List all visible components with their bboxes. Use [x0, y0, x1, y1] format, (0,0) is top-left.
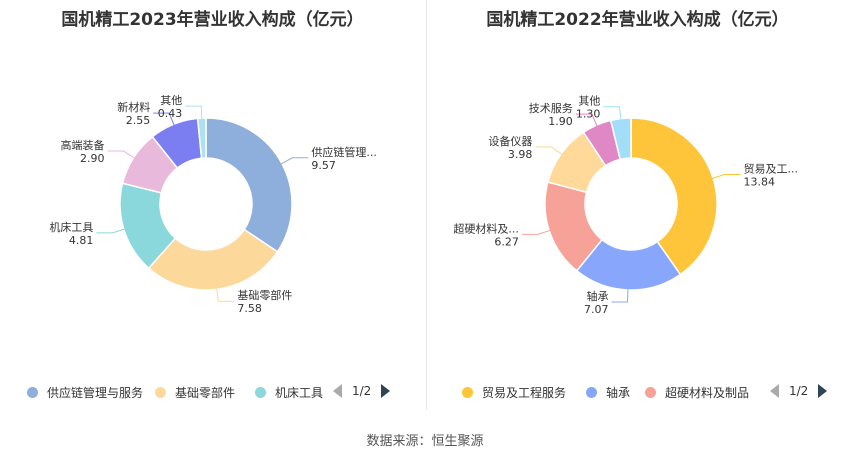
slice-value-5: 2.55 [126, 114, 151, 127]
donut-slice-1[interactable] [630, 117, 718, 276]
legend-item-3[interactable]: 机床工具 [255, 384, 323, 401]
legend-prev-icon[interactable] [770, 384, 779, 398]
donut-slice-1[interactable] [205, 117, 293, 253]
slice-label-4: 高端装备 [61, 138, 105, 152]
slice-label-6: 其他 [160, 94, 182, 107]
slice-label-5: 技术服务 [529, 102, 573, 115]
slice-value-4: 2.90 [80, 152, 105, 165]
legend-item-2[interactable]: 基础零部件 [155, 384, 235, 401]
slice-label-4: 设备仪器 [488, 134, 532, 148]
legend-2023: 供应链管理与服务 基础零部件 机床工具 1/2 [0, 384, 425, 404]
legend-label: 机床工具 [275, 386, 324, 400]
donut-slice-2[interactable] [147, 228, 279, 291]
panel-divider [426, 0, 427, 410]
legend-item-2[interactable]: 轴承 [586, 384, 630, 401]
slice-label-3: 机床工具 [49, 220, 93, 234]
legend-dot [645, 387, 656, 398]
legend-item-3[interactable]: 超硬材料及制品 [645, 384, 749, 401]
legend-next-icon[interactable] [381, 384, 391, 398]
slice-label-3: 超硬材料及... [453, 221, 519, 235]
leader-line-3 [96, 228, 126, 234]
chart-panel-2022: 国机精工2022年营业收入构成（亿元） 贸易及工... 13.84 轴承 7.07 超硬… [425, 0, 850, 420]
legend-page-indicator: 1/2 [352, 384, 372, 398]
legend-dot [462, 387, 473, 398]
leader-line-4 [107, 150, 136, 160]
slice-value-1: 13.84 [743, 176, 775, 189]
legend-dot [586, 387, 597, 398]
legend-prev-icon[interactable] [333, 384, 342, 398]
slice-value-1: 9.57 [311, 159, 336, 172]
slice-value-6: 0.43 [158, 107, 183, 120]
leader-line-3 [521, 229, 552, 235]
leader-line-2 [611, 287, 629, 303]
legend-pager-2022: 1/2 [770, 384, 828, 398]
legend-item-1[interactable]: 供应链管理与服务 [27, 384, 143, 401]
legend-item-1[interactable]: 贸易及工程服务 [462, 384, 566, 401]
chart-title-2022: 国机精工2022年营业收入构成（亿元） [486, 10, 789, 30]
chart-panel-2023: 国机精工2023年营业收入构成（亿元） 供应链管理... 9.57 基础零部件 7.5… [0, 0, 425, 420]
legend-pager-2023: 1/2 [333, 384, 391, 398]
slice-label-5: 新材料 [117, 100, 150, 114]
legend-dot [27, 387, 38, 398]
slice-value-2: 7.58 [237, 302, 262, 315]
legend-dot [255, 387, 266, 398]
legend-2022: 贸易及工程服务 轴承 超硬材料及制品 1/2 [425, 384, 850, 404]
slice-value-5: 1.90 [548, 115, 573, 128]
legend-label: 超硬材料及制品 [665, 386, 750, 400]
leader-line-1 [710, 174, 741, 180]
leader-line-6 [603, 106, 622, 121]
legend-label: 基础零部件 [175, 386, 236, 400]
legend-label: 供应链管理与服务 [47, 386, 144, 400]
leader-line-6 [185, 105, 203, 121]
legend-label: 轴承 [606, 386, 631, 400]
slice-label-1: 贸易及工... [743, 163, 798, 176]
slice-label-6: 其他 [578, 95, 600, 108]
chart-title-2023: 国机精工2023年营业收入构成（亿元） [61, 10, 364, 30]
legend-next-icon[interactable] [818, 384, 828, 398]
slice-label-1: 供应链管理... [311, 145, 377, 159]
slice-value-3: 4.81 [69, 234, 94, 247]
leader-line-5 [153, 112, 175, 127]
leader-line-4 [535, 146, 564, 156]
donut-slice-6[interactable] [609, 117, 632, 161]
legend-page-indicator: 1/2 [789, 384, 809, 398]
leader-line-2 [216, 287, 235, 302]
slice-value-2: 7.07 [584, 303, 609, 316]
legend-dot [155, 387, 166, 398]
donut-slice-6[interactable] [196, 117, 207, 160]
slice-label-2: 基础零部件 [237, 288, 292, 302]
leader-line-1 [279, 157, 309, 165]
slice-value-4: 3.98 [508, 148, 533, 161]
leader-line-5 [575, 113, 598, 128]
slice-label-2: 轴承 [587, 289, 609, 303]
slice-value-3: 6.27 [494, 235, 519, 248]
slice-value-6: 1.30 [576, 108, 601, 121]
data-source: 数据来源：恒生聚源 [366, 434, 484, 449]
legend-label: 贸易及工程服务 [482, 386, 567, 400]
